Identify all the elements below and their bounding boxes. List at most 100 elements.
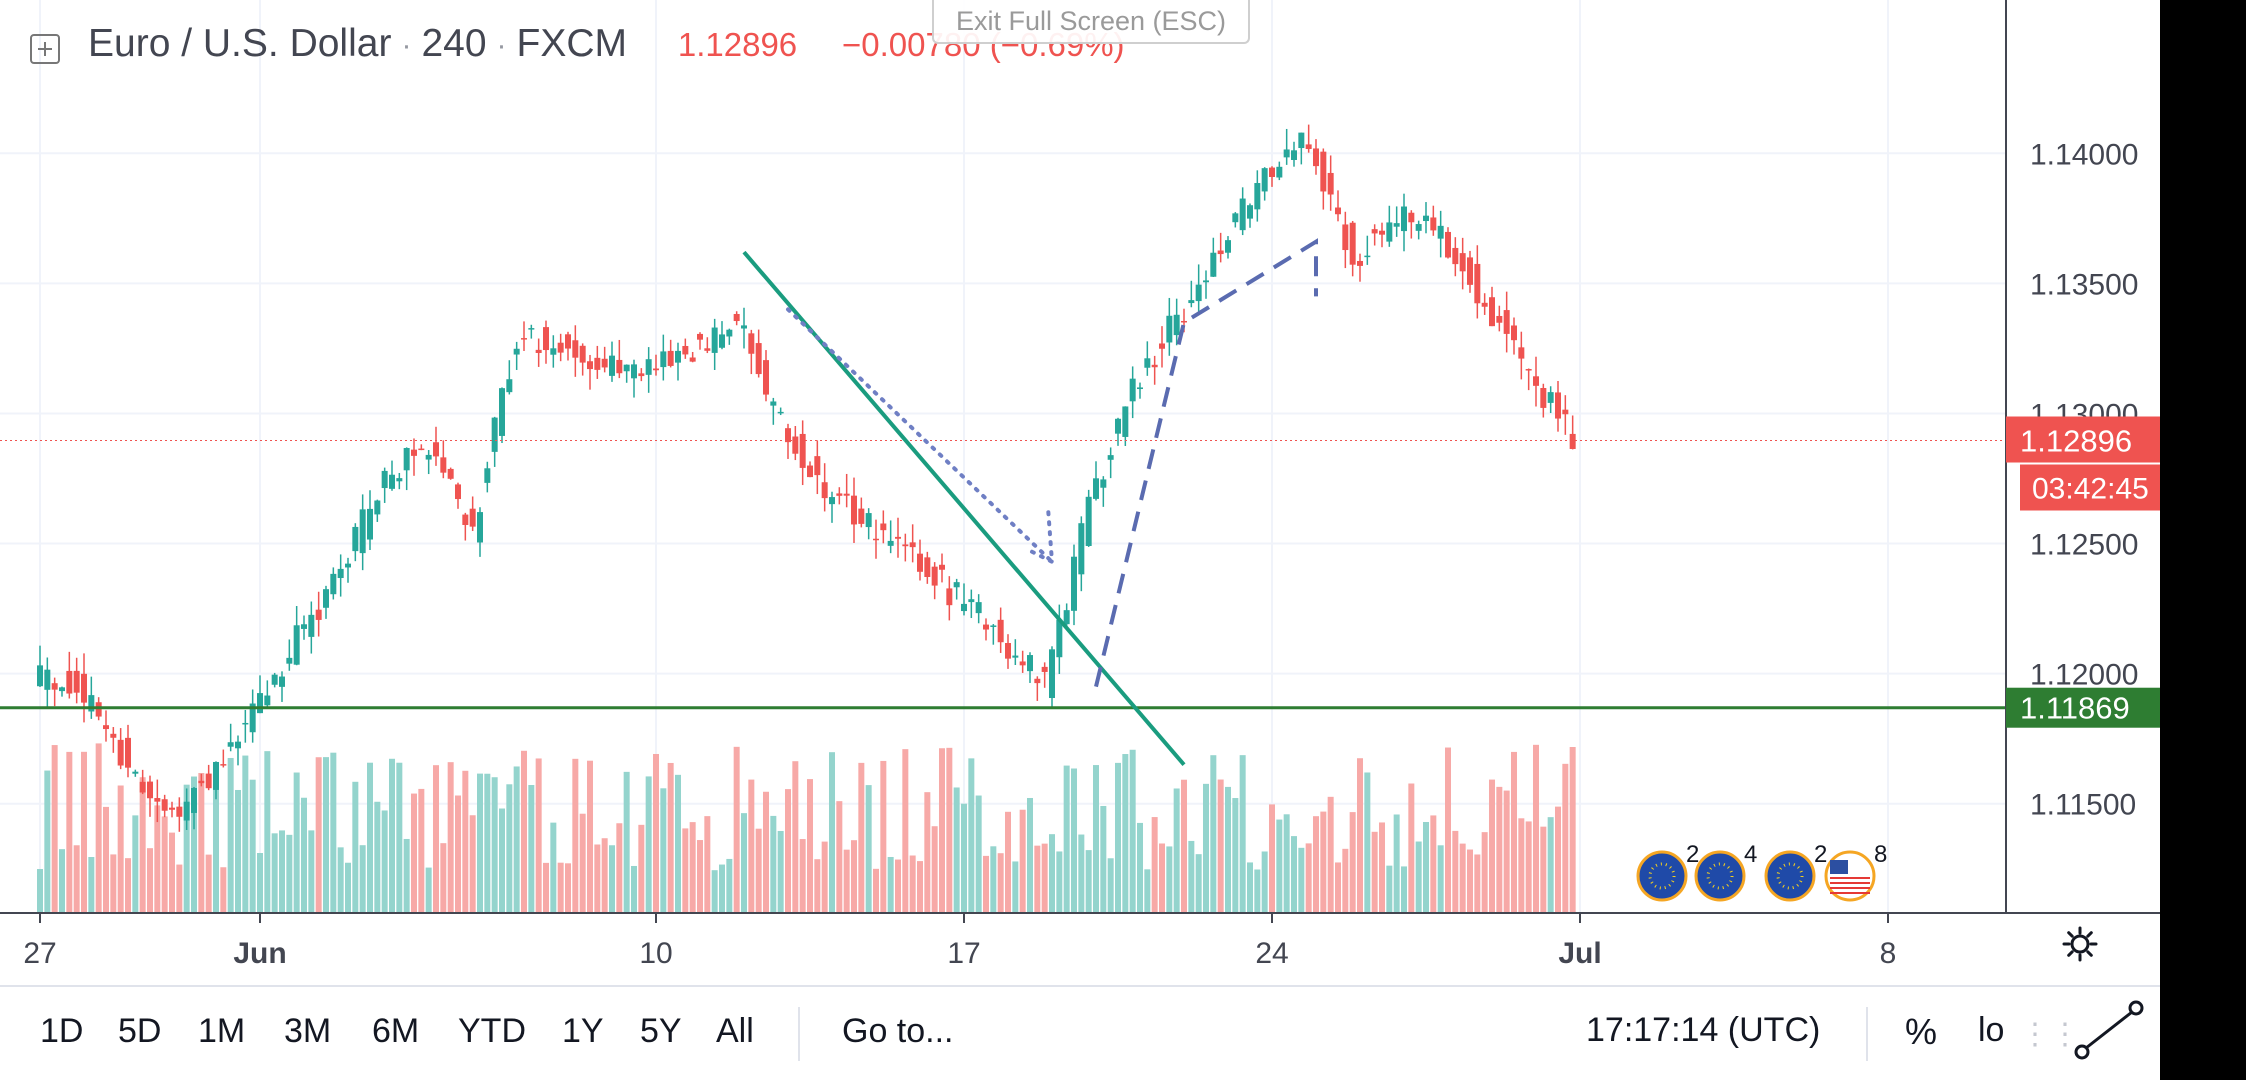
- range-3m-button[interactable]: 3M: [284, 1012, 332, 1050]
- candle-body: [1034, 678, 1041, 684]
- candle-body: [741, 325, 747, 329]
- volume-bar: [997, 853, 1004, 913]
- volume-bar: [161, 816, 168, 913]
- candle-body: [1305, 144, 1312, 150]
- volume-bar: [953, 787, 960, 913]
- event-count: 4: [1744, 841, 1757, 868]
- candle-body: [880, 523, 887, 531]
- volume-bar: [777, 830, 784, 913]
- goto-button[interactable]: Go to...: [842, 1012, 954, 1050]
- chart-app: 1.14000 1.13500 1.13000 1.12500 1.12000 1.115…: [0, 0, 2160, 1080]
- range-1d-button[interactable]: 1D: [40, 1012, 84, 1050]
- volume-bar: [565, 863, 571, 913]
- candle-body: [645, 359, 652, 375]
- candle-body: [403, 448, 410, 471]
- volume-bar: [1335, 862, 1341, 913]
- candle-body: [697, 333, 703, 340]
- range-1m-button[interactable]: 1M: [198, 1012, 246, 1050]
- volume-bar: [631, 865, 637, 913]
- volume-bar: [249, 779, 256, 913]
- volume-bar: [528, 785, 535, 913]
- candle-body: [110, 733, 117, 738]
- volume-bar: [73, 845, 80, 913]
- price-chart[interactable]: 1.140001.135001.130001.125001.120001.115…: [0, 0, 2160, 985]
- candle-body: [491, 417, 498, 452]
- candle-body: [660, 351, 667, 368]
- range-5d-button[interactable]: 5D: [118, 1012, 162, 1050]
- range-5y-button[interactable]: 5Y: [640, 1012, 682, 1050]
- volume-bar: [293, 772, 300, 913]
- volume-bar: [1305, 843, 1312, 913]
- range-ytd-button[interactable]: YTD: [458, 1012, 526, 1050]
- volume-bar: [1408, 783, 1415, 913]
- volume-bar: [66, 751, 73, 913]
- candle-body: [997, 619, 1004, 643]
- volume-bar: [169, 832, 175, 913]
- volume-bar: [447, 762, 454, 913]
- trendline-tool-icon[interactable]: [2060, 990, 2160, 1070]
- candle-body: [169, 807, 175, 810]
- volume-bar: [499, 808, 505, 913]
- exit-fullscreen-button[interactable]: Exit Full Screen (ESC): [932, 0, 1250, 44]
- volume-bar: [506, 784, 513, 913]
- drag-handle-icon[interactable]: ⋮⋮: [2020, 1018, 2080, 1051]
- utc-clock[interactable]: 17:17:14 (UTC): [1586, 1011, 1821, 1049]
- settings-gear-icon[interactable]: [2062, 926, 2098, 962]
- candle-body: [719, 334, 725, 348]
- volume-bar: [132, 815, 139, 913]
- candle-body: [616, 359, 623, 374]
- volume-bar: [220, 867, 227, 913]
- candle-body: [873, 538, 879, 541]
- candle-body: [1122, 406, 1129, 437]
- candle-body: [689, 357, 696, 362]
- volume-bar: [763, 791, 769, 913]
- volume-bar: [213, 770, 219, 913]
- volume-bar: [1283, 814, 1290, 913]
- volume-bar: [88, 856, 95, 913]
- add-symbol-icon[interactable]: [30, 34, 60, 64]
- candle-body: [1371, 229, 1378, 234]
- candle-body: [117, 739, 124, 766]
- candle-body: [1364, 255, 1371, 258]
- volume-bar: [374, 801, 381, 913]
- symbol-name[interactable]: Euro / U.S. Dollar: [88, 22, 392, 65]
- candle-body: [1210, 252, 1217, 277]
- candle-body: [909, 542, 916, 548]
- candle-body: [851, 495, 857, 525]
- time-tick-label: Jun: [233, 937, 286, 970]
- candle-body: [594, 357, 601, 370]
- candle-body: [513, 348, 520, 355]
- volume-bar: [389, 758, 395, 913]
- range-1y-button[interactable]: 1Y: [562, 1012, 604, 1050]
- candle-body: [653, 368, 659, 371]
- volume-bar: [330, 752, 337, 913]
- candle-body: [1430, 217, 1437, 231]
- percent-scale-toggle[interactable]: %: [1905, 1011, 1938, 1052]
- volume-bar: [660, 788, 667, 913]
- candle-body: [1107, 455, 1114, 460]
- volume-bar: [939, 748, 945, 913]
- candle-body: [1137, 387, 1143, 390]
- candle-body: [601, 358, 608, 368]
- volume-bar: [572, 758, 579, 913]
- candle-body: [264, 695, 271, 706]
- volume-bar: [748, 779, 755, 913]
- range-6m-button[interactable]: 6M: [372, 1012, 420, 1050]
- range-all-button[interactable]: All: [716, 1012, 754, 1050]
- candle-body: [763, 360, 769, 395]
- interval-label[interactable]: 240: [421, 22, 487, 65]
- volume-bar: [103, 806, 109, 913]
- candle-body: [1181, 320, 1187, 323]
- candle-body: [1159, 343, 1165, 349]
- candle-body: [433, 442, 439, 457]
- volume-bar: [968, 758, 975, 913]
- volume-bar: [1379, 822, 1385, 913]
- volume-bar: [235, 789, 241, 913]
- log-scale-toggle[interactable]: lo: [1978, 1011, 2005, 1049]
- volume-bar: [1181, 779, 1187, 913]
- volume-bar: [381, 810, 388, 913]
- candle-body: [308, 614, 315, 637]
- volume-bar: [359, 845, 366, 913]
- volume-bar: [1467, 849, 1473, 913]
- candle-body: [975, 602, 982, 614]
